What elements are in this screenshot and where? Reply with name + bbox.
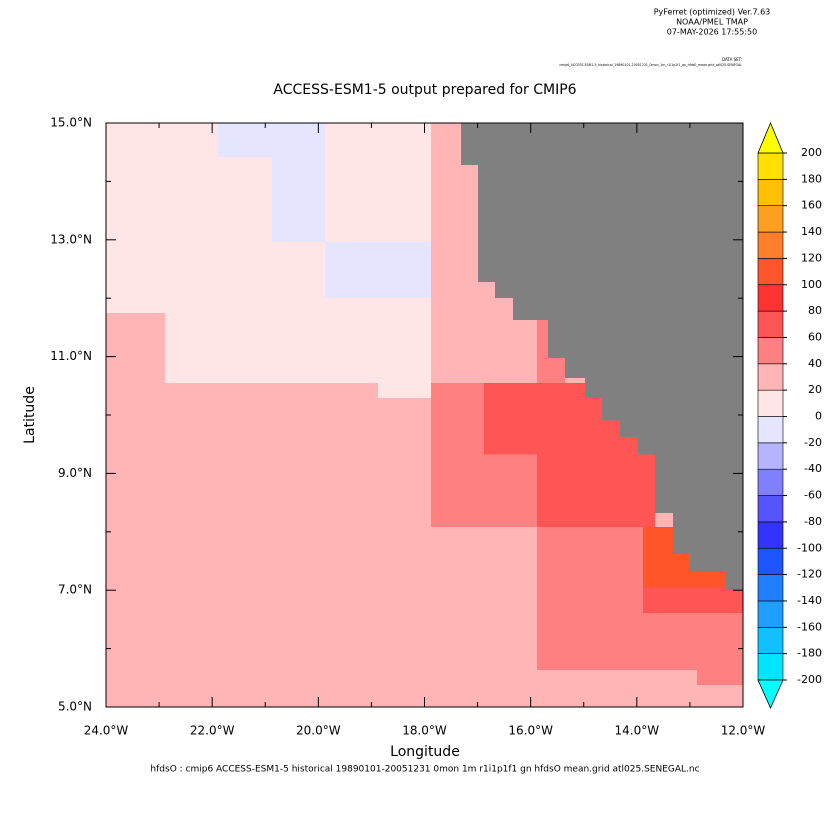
colorbar-label: -140 — [797, 594, 822, 607]
colorbar-over — [757, 121, 784, 154]
land-cell — [637, 437, 743, 455]
colorbar-swatch — [757, 653, 784, 681]
colorbar-label: 80 — [808, 304, 822, 317]
colorbar-swatch — [757, 495, 784, 523]
land-cell — [478, 165, 743, 282]
colorbar-label: -160 — [797, 620, 822, 633]
x-tick-label: 20.0°W — [296, 724, 341, 738]
y-tick-label: 11.0°N — [50, 349, 92, 363]
chart-title: ACCESS-ESM1-5 output prepared for CMIP6 — [273, 82, 576, 98]
land-cell — [461, 123, 743, 166]
land-cell — [601, 398, 743, 421]
data-cell — [325, 242, 431, 299]
land-cell — [689, 552, 743, 573]
colorbar-label: 200 — [801, 146, 822, 159]
colorbar-label: -80 — [804, 515, 822, 528]
data-cell — [272, 156, 326, 243]
dataset-name: cmip6_ACCESS-ESM1-5_historical_19890101-… — [559, 63, 742, 67]
land-cell — [672, 513, 743, 553]
data-cell — [483, 382, 538, 455]
x-tick-label: 24.0°W — [84, 724, 129, 738]
colorbar-label: 0 — [815, 410, 822, 423]
x-tick-label: 16.0°W — [508, 724, 553, 738]
colorbar-swatch — [757, 574, 784, 602]
land-cell — [548, 319, 743, 358]
x-axis-label: Longitude — [390, 744, 460, 760]
colorbar-swatch — [757, 231, 784, 259]
colorbar-label: -60 — [804, 489, 822, 502]
colorbar-label: 180 — [801, 172, 822, 185]
colorbar-swatch — [757, 600, 784, 628]
land-cell — [724, 572, 743, 591]
data-cell — [377, 382, 431, 399]
data-cell — [643, 587, 743, 613]
colorbar-swatch — [757, 626, 784, 654]
x-tick-label: 18.0°W — [402, 724, 447, 738]
colorbar-swatch — [757, 521, 784, 549]
colorbar-swatch — [757, 363, 784, 391]
colorbar-label: 160 — [801, 199, 822, 212]
colorbar-swatch — [757, 205, 784, 233]
colorbar-swatch — [757, 442, 784, 470]
colorbar-label: 20 — [808, 383, 822, 396]
x-tick-label: 14.0°W — [615, 724, 660, 738]
colorbar: -200-180-160-140-120-100-80-60-40-200204… — [757, 121, 822, 709]
x-tick-label: 12.0°W — [721, 724, 766, 738]
y-tick-label: 7.0°N — [58, 583, 92, 597]
colorbar-swatch — [757, 152, 784, 180]
colorbar-swatch — [757, 337, 784, 365]
colorbar-swatch — [757, 310, 784, 338]
colorbar-swatch — [757, 258, 784, 286]
colorbar-label: -180 — [797, 647, 822, 660]
dataset-label: DATA SET: — [722, 57, 742, 62]
land-cell — [565, 357, 743, 379]
colorbar-swatch — [757, 179, 784, 207]
colorbar-swatch — [757, 284, 784, 312]
colorbar-swatch — [757, 416, 784, 444]
colorbar-label: -40 — [804, 462, 822, 475]
org-label: NOAA/PMEL TMAP — [676, 18, 748, 27]
y-tick-label: 15.0°N — [50, 116, 92, 130]
colorbar-swatch — [757, 389, 784, 417]
date-label: 07-MAY-2026 17:55:50 — [667, 28, 757, 37]
footer: hfdsO : cmip6 ACCESS-ESM1-5 historical 1… — [150, 765, 699, 775]
colorbar-label: 140 — [801, 225, 822, 238]
y-tick-label: 9.0°N — [58, 466, 92, 480]
colorbar-under — [757, 679, 784, 709]
colorbar-swatch — [757, 468, 784, 496]
program-label: PyFerret (optimized) Ver.7.63 — [654, 8, 771, 17]
y-tick-label: 5.0°N — [58, 700, 92, 714]
colorbar-swatch — [757, 547, 784, 575]
colorbar-label: 100 — [801, 278, 822, 291]
colorbar-label: 40 — [808, 357, 822, 370]
colorbar-label: -120 — [797, 568, 822, 581]
data-cell — [696, 670, 743, 685]
colorbar-label: -200 — [797, 673, 822, 686]
data-cell — [164, 312, 431, 383]
data-cell — [696, 572, 725, 588]
axes: 24.0°W 22.0°W 20.0°W 18.0°W 16.0°W 14.0°W 12.0… — [50, 116, 765, 738]
land-cell — [584, 378, 743, 399]
y-tick-label: 13.0°N — [50, 232, 92, 246]
colorbar-label: -100 — [797, 541, 822, 554]
land-cell — [495, 281, 743, 299]
colorbar-label: 60 — [808, 330, 822, 343]
y-axis-label: Latitude — [22, 386, 38, 444]
map-cells — [106, 123, 743, 707]
data-cell — [218, 123, 326, 157]
x-tick-label: 22.0°W — [190, 724, 235, 738]
land-cell — [654, 454, 743, 514]
colorbar-label: 120 — [801, 251, 822, 264]
colorbar-label: -20 — [804, 436, 822, 449]
land-cell — [513, 298, 743, 320]
land-cell — [619, 420, 743, 438]
